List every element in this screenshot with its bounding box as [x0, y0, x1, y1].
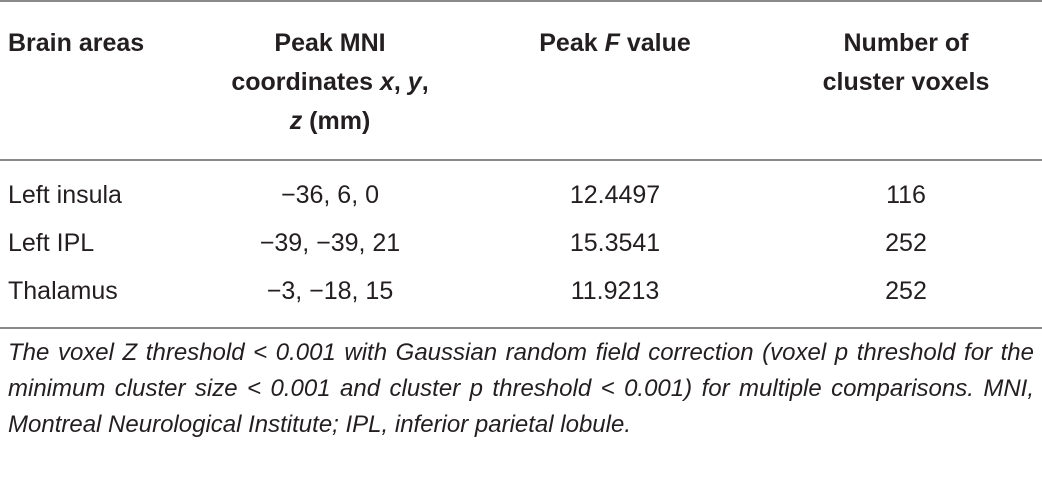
header-cell: Brain areas	[0, 1, 200, 160]
header-text: ,	[393, 68, 408, 96]
header-text: (mm)	[302, 107, 371, 135]
table-row: Left insula −36, 6, 0 12.4497 116	[0, 160, 1042, 219]
table-cell: 15.3541	[569, 229, 661, 257]
header-text: Peak MNI coordinates	[231, 29, 386, 96]
table-cell: −39, −39, 21	[259, 229, 401, 257]
results-table: Brain areas Peak MNI coordinates x, y, z…	[0, 1, 1042, 328]
header-text: Peak	[539, 29, 605, 57]
header-text: Brain areas	[8, 29, 145, 57]
footnote: The voxel Z threshold < 0.001 with Gauss…	[8, 339, 1034, 438]
header-row: Brain areas Peak MNI coordinates x, y, z…	[0, 1, 1042, 160]
header-text: x	[379, 68, 394, 96]
header-text: value	[619, 29, 691, 57]
table-cell: 252	[885, 229, 927, 257]
table-cell: Left insula	[8, 181, 122, 209]
table-row: Left IPL −39, −39, 21 15.3541 252	[0, 219, 1042, 267]
table-cell: 252	[885, 277, 927, 305]
table-body: Left insula −36, 6, 0 12.4497 116 Left IPL −3…	[0, 160, 1042, 328]
table-cell: 11.9213	[570, 277, 660, 305]
header-text: ,	[421, 68, 429, 96]
table-container: Brain areas Peak MNI coordinates x, y, z…	[0, 1, 1042, 438]
table-cell: Thalamus	[8, 277, 118, 305]
header-cell: Peak F value	[460, 1, 770, 160]
table-row: Thalamus −3, −18, 15 11.9213 252	[0, 267, 1042, 328]
table-cell: −3, −18, 15	[266, 277, 394, 305]
table-cell: Left IPL	[8, 229, 95, 257]
table-cell: 116	[886, 181, 926, 209]
header-text: Number of cluster voxels	[822, 29, 990, 96]
header-cell: Peak MNI coordinates x, y, z (mm)	[200, 1, 460, 160]
table-cell: 12.4497	[569, 181, 661, 209]
header-text: z	[289, 107, 303, 135]
table-cell: −36, 6, 0	[281, 181, 379, 209]
header-text: y	[407, 68, 422, 96]
header-cell: Number of cluster voxels	[770, 1, 1042, 160]
header-text: F	[604, 29, 620, 57]
